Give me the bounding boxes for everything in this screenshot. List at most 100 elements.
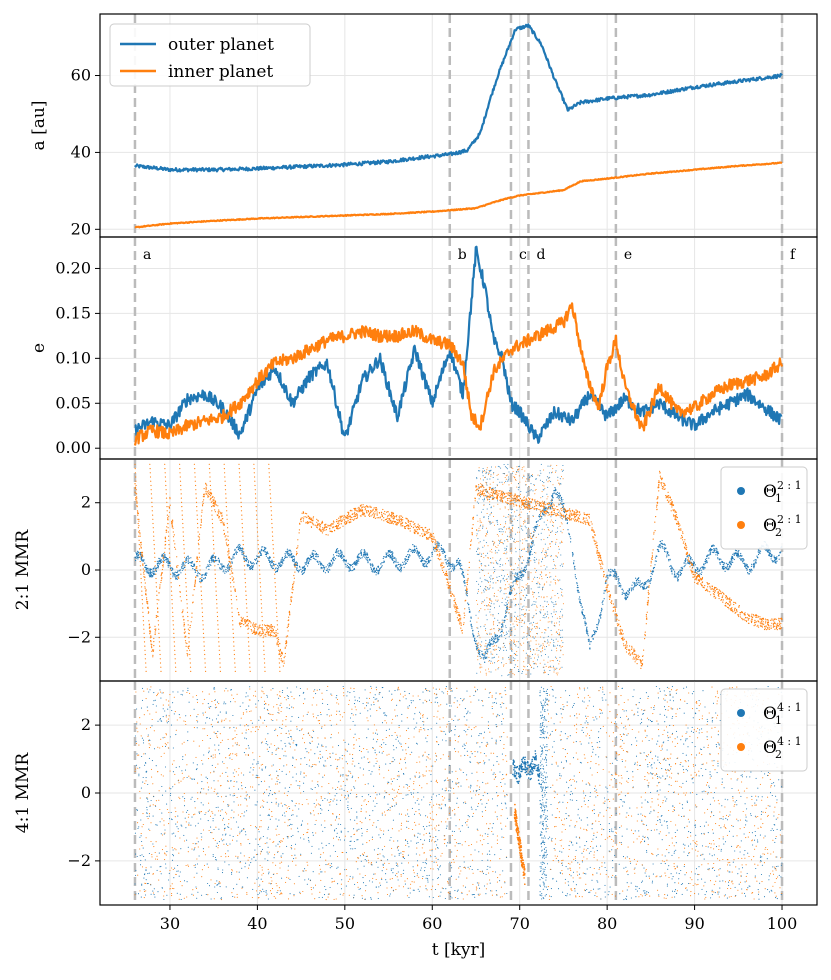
- scatter-point: [336, 551, 338, 553]
- scatter-point: [550, 503, 552, 505]
- scatter-point: [448, 562, 450, 564]
- scatter-point: [697, 567, 699, 569]
- scatter-point: [269, 627, 271, 629]
- scatter-point: [217, 511, 219, 513]
- scatter-point: [457, 607, 459, 610]
- scatter-point: [629, 650, 631, 652]
- scatter-point: [262, 550, 264, 552]
- scatter-point: [421, 559, 423, 561]
- scatter-point: [577, 591, 579, 593]
- scatter-point: [553, 511, 555, 514]
- scatter-point: [527, 505, 530, 507]
- scatter-point: [255, 557, 258, 560]
- scatter-point: [437, 547, 439, 549]
- scatter-point: [579, 596, 581, 598]
- scatter-point: [255, 563, 258, 565]
- scatter-point: [727, 568, 729, 570]
- scatter-point: [269, 556, 271, 558]
- scatter-point: [768, 626, 770, 629]
- scatter-point: [351, 563, 353, 566]
- scatter-point: [172, 519, 174, 521]
- scatter-point: [367, 553, 369, 555]
- scatter-point: [441, 548, 443, 550]
- scatter-point: [183, 625, 185, 627]
- scatter-point: [342, 518, 344, 520]
- scatter-point: [346, 564, 348, 567]
- scatter-point: [600, 564, 602, 566]
- scatter-point: [395, 561, 397, 563]
- scatter-point: [207, 564, 209, 566]
- scatter-point: [428, 560, 430, 562]
- scatter-point: [464, 589, 467, 591]
- scatter-point: [501, 626, 503, 628]
- scatter-point: [714, 549, 716, 551]
- scatter-point: [386, 555, 388, 557]
- scatter-point: [548, 502, 550, 504]
- scatter-point: [372, 571, 374, 573]
- scatter-point: [267, 631, 269, 633]
- scatter-point: [655, 557, 657, 559]
- scatter-point: [680, 573, 682, 576]
- scatter-point: [432, 541, 434, 544]
- scatter-point: [137, 553, 139, 555]
- scatter-point: [528, 498, 531, 501]
- scatter-point: [169, 562, 171, 565]
- scatter-point: [449, 581, 451, 583]
- scatter-point: [688, 554, 691, 557]
- scatter-point: [329, 562, 331, 564]
- scatter-point: [171, 572, 174, 574]
- scatter-point: [711, 551, 713, 554]
- scatter-point: [616, 576, 618, 578]
- scatter-point: [556, 505, 558, 508]
- scatter-point: [138, 556, 140, 558]
- scatter-point: [576, 583, 578, 585]
- scatter-point: [207, 494, 209, 496]
- scatter-point: [429, 536, 431, 538]
- scatter-point: [632, 589, 634, 591]
- scatter-point: [526, 500, 528, 502]
- scatter-point: [671, 569, 673, 571]
- scatter-point: [159, 584, 161, 586]
- scatter-point: [408, 548, 410, 550]
- scatter-point: [607, 576, 609, 578]
- scatter-point: [150, 641, 152, 643]
- scatter-point: [215, 555, 217, 558]
- scatter-point: [496, 495, 498, 497]
- scatter-point: [227, 551, 229, 553]
- scatter-point: [506, 603, 508, 605]
- scatter-point: [548, 514, 551, 516]
- scatter-point: [501, 497, 503, 499]
- scatter-point: [328, 562, 330, 565]
- scatter-point: [249, 621, 251, 623]
- scatter-point: [667, 501, 670, 503]
- scatter-point: [194, 569, 196, 571]
- scatter-point: [608, 569, 610, 571]
- scatter-point: [436, 543, 438, 545]
- scatter-point: [658, 480, 660, 482]
- scatter-point: [563, 516, 565, 519]
- scatter-point: [259, 635, 261, 637]
- scatter-point: [218, 560, 220, 563]
- scatter-point: [233, 553, 235, 556]
- scatter-point: [362, 511, 364, 513]
- scatter-point: [181, 563, 183, 566]
- scatter-point: [356, 556, 358, 558]
- scatter-point: [483, 658, 485, 660]
- scatter-point: [152, 570, 154, 572]
- scatter-point: [582, 609, 584, 611]
- scatter-point: [684, 565, 686, 567]
- scatter-point: [267, 632, 269, 635]
- scatter-point: [301, 566, 303, 568]
- scatter-point: [161, 568, 164, 571]
- scatter-point: [578, 518, 580, 520]
- scatter-point: [402, 519, 404, 521]
- scatter-point: [314, 524, 316, 526]
- scatter-point: [206, 565, 208, 568]
- scatter-point: [444, 555, 446, 557]
- scatter-point: [270, 634, 272, 637]
- scatter-point: [621, 592, 624, 594]
- scatter-point: [588, 639, 590, 641]
- scatter-point: [403, 526, 406, 528]
- scatter-point: [348, 569, 350, 571]
- scatter-point: [651, 558, 653, 561]
